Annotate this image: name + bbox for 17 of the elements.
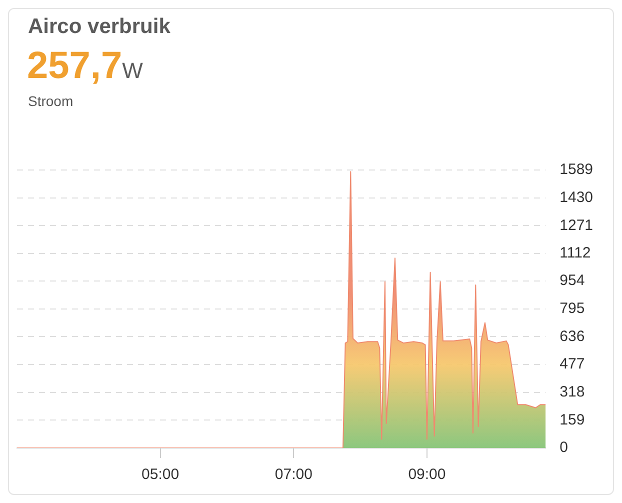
y-tick-label: 636: [560, 328, 585, 345]
y-tick-label: 477: [560, 356, 585, 373]
y-tick-label: 954: [560, 272, 585, 290]
x-tick-label: 09:00: [408, 466, 446, 484]
y-tick-label: 318: [560, 384, 585, 401]
y-tick-label: 1430: [560, 188, 594, 206]
chart-title: Airco verbruik: [28, 15, 170, 39]
y-tick-label: 1271: [560, 216, 594, 234]
chart-subtitle: 257,7W: [27, 45, 143, 87]
y-tick-label: 1112: [560, 244, 591, 262]
text: Stroom: [28, 93, 74, 109]
y-tick-label: 795: [560, 300, 585, 318]
y-tick-label: 159: [560, 411, 585, 428]
x-tick-label: 05:00: [142, 466, 180, 484]
y-tick-label: 0: [560, 439, 568, 456]
y-tick-label: 1589: [560, 161, 594, 178]
x-tick-label: 07:00: [274, 466, 312, 484]
